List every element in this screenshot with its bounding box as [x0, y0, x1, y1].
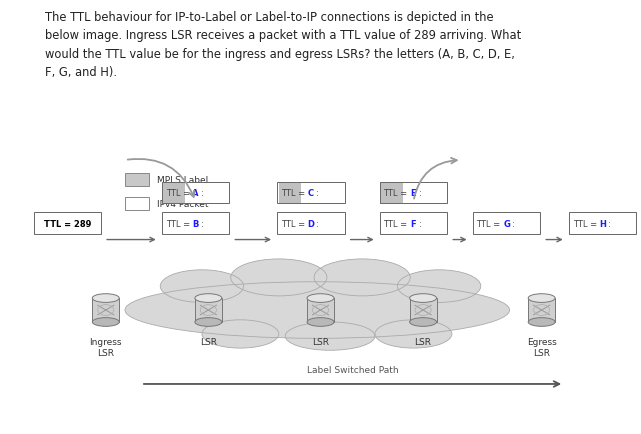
- FancyBboxPatch shape: [569, 213, 636, 234]
- FancyBboxPatch shape: [473, 213, 540, 234]
- FancyBboxPatch shape: [381, 183, 403, 203]
- Ellipse shape: [202, 320, 279, 348]
- Ellipse shape: [314, 259, 410, 296]
- Text: IPv4 Packet: IPv4 Packet: [157, 200, 208, 208]
- Text: B: B: [192, 219, 199, 228]
- FancyBboxPatch shape: [33, 213, 101, 234]
- Text: :: :: [419, 189, 421, 197]
- Text: TTL =: TTL =: [572, 219, 599, 228]
- Ellipse shape: [307, 294, 334, 303]
- Ellipse shape: [285, 322, 375, 351]
- Ellipse shape: [125, 282, 510, 339]
- Text: TTL =: TTL =: [383, 219, 410, 228]
- FancyBboxPatch shape: [278, 183, 301, 203]
- Text: TTL =: TTL =: [165, 219, 192, 228]
- FancyBboxPatch shape: [163, 183, 185, 203]
- Text: MPLS Label: MPLS Label: [157, 176, 208, 184]
- Text: E: E: [410, 189, 416, 197]
- Text: Egress
LSR: Egress LSR: [527, 338, 556, 357]
- Text: A: A: [192, 189, 199, 197]
- Ellipse shape: [92, 294, 119, 303]
- Text: :: :: [316, 219, 319, 228]
- FancyBboxPatch shape: [379, 213, 447, 234]
- Text: Ingress
LSR: Ingress LSR: [90, 338, 122, 357]
- Text: :: :: [201, 219, 203, 228]
- FancyBboxPatch shape: [162, 182, 229, 204]
- Text: F: F: [410, 219, 416, 228]
- Text: TTL =: TTL =: [281, 189, 308, 197]
- Ellipse shape: [160, 270, 244, 303]
- Text: LSR: LSR: [415, 338, 431, 346]
- FancyBboxPatch shape: [410, 299, 437, 322]
- Ellipse shape: [410, 294, 437, 303]
- FancyBboxPatch shape: [528, 299, 555, 322]
- Ellipse shape: [397, 270, 481, 303]
- Text: Label Switched Path: Label Switched Path: [307, 365, 398, 375]
- FancyBboxPatch shape: [307, 299, 334, 322]
- Text: :: :: [419, 219, 421, 228]
- Text: :: :: [201, 189, 203, 197]
- Text: TTL =: TTL =: [165, 189, 192, 197]
- Text: TTL =: TTL =: [383, 189, 410, 197]
- Text: H: H: [599, 219, 606, 228]
- Text: LSR: LSR: [200, 338, 217, 346]
- Text: :: :: [608, 219, 610, 228]
- FancyBboxPatch shape: [92, 299, 119, 322]
- FancyBboxPatch shape: [125, 174, 149, 186]
- Ellipse shape: [231, 259, 327, 296]
- FancyBboxPatch shape: [195, 299, 222, 322]
- Ellipse shape: [528, 294, 555, 303]
- Text: LSR: LSR: [312, 338, 329, 346]
- Ellipse shape: [528, 318, 555, 327]
- Ellipse shape: [410, 318, 437, 327]
- Text: C: C: [308, 189, 314, 197]
- Ellipse shape: [195, 294, 222, 303]
- Text: The TTL behaviour for IP-to-Label or Label-to-IP connections is depicted in the
: The TTL behaviour for IP-to-Label or Lab…: [45, 11, 521, 79]
- Ellipse shape: [307, 318, 334, 327]
- Text: G: G: [503, 219, 510, 228]
- Text: D: D: [308, 219, 315, 228]
- Text: TTL = 289: TTL = 289: [44, 219, 91, 228]
- FancyBboxPatch shape: [278, 213, 345, 234]
- FancyBboxPatch shape: [278, 182, 345, 204]
- Text: TTL =: TTL =: [281, 219, 308, 228]
- Ellipse shape: [92, 318, 119, 327]
- FancyBboxPatch shape: [125, 198, 149, 210]
- Text: TTL =: TTL =: [476, 219, 503, 228]
- FancyBboxPatch shape: [162, 213, 229, 234]
- Ellipse shape: [195, 318, 222, 327]
- Text: :: :: [316, 189, 319, 197]
- Ellipse shape: [375, 320, 452, 348]
- Text: :: :: [512, 219, 514, 228]
- FancyBboxPatch shape: [379, 182, 447, 204]
